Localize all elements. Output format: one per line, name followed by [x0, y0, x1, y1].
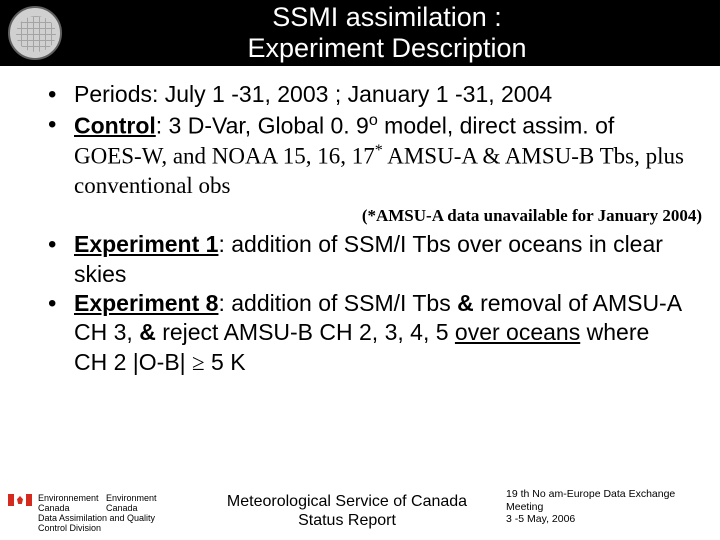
slide-title: SSMI assimilation : Experiment Descripti… — [62, 2, 712, 64]
exp8-text-1: : addition of SSM/I Tbs — [218, 290, 457, 316]
bullet-list-1: Periods: July 1 -31, 2003 ; January 1 -3… — [34, 80, 686, 200]
title-line-2: Experiment Description — [62, 33, 712, 64]
exp8-over: over oceans — [455, 319, 580, 345]
bullet-exp1: Experiment 1: addition of SSM/I Tbs over… — [34, 230, 686, 289]
bullet-list-2: Experiment 1 : addition of SSM/I Tbs over… — [34, 230, 686, 377]
control-degree: o — [369, 111, 378, 129]
footnote: (*AMSU-A data unavailable for January 20… — [0, 200, 720, 230]
bullet-periods: Periods: July 1 -31, 2003 ; January 1 -3… — [34, 80, 686, 109]
exp8-ge: ≥ — [192, 350, 205, 375]
exp8-text-3: reject AMSU-B CH 2, 3, 4, 5 — [156, 319, 455, 345]
bullet-exp8: Experiment 8: addition of SSM/I Tbs & re… — [34, 289, 686, 377]
exp8-amp-2: & — [139, 319, 156, 345]
canada-flag-icon — [8, 494, 32, 506]
footer-center: Meteorological Service of Canada Status … — [188, 493, 506, 534]
control-text-1: : 3 D-Var, Global 0. 9 — [156, 112, 369, 138]
control-star: * — [375, 142, 383, 159]
control-label: Control — [74, 112, 156, 138]
org-line-4: Control Division — [38, 524, 178, 534]
title-line-1: SSMI assimilation : — [62, 2, 712, 33]
content-block-2: Experiment 1 : addition of SSM/I Tbs over… — [0, 230, 720, 377]
content-block-1: Periods: July 1 -31, 2003 ; January 1 -3… — [0, 66, 720, 200]
globe-icon — [8, 6, 62, 60]
exp1-label: Experiment 1 — [74, 231, 218, 257]
title-bar: SSMI assimilation : Experiment Descripti… — [0, 0, 720, 66]
periods-text: : July 1 -31, 2003 ; January 1 -31, 2004 — [152, 81, 552, 107]
footer-center-2: Status Report — [188, 512, 506, 530]
footer-right-2: 3 -5 May, 2006 — [506, 513, 712, 526]
bullet-control: Control: 3 D-Var, Global 0. 9o model, di… — [34, 110, 686, 201]
exp8-label: Experiment 8 — [74, 290, 218, 316]
periods-label: Periods — [74, 81, 152, 107]
exp8-text-5: 5 K — [205, 349, 246, 375]
footer: Environnement Environment Canada Canada … — [0, 488, 720, 534]
control-text-2: model, direct assim. of — [378, 112, 614, 138]
footer-right-1: 19 th No am-Europe Data Exchange Meeting — [506, 488, 712, 513]
footer-right: 19 th No am-Europe Data Exchange Meeting… — [506, 488, 712, 534]
footer-center-1: Meteorological Service of Canada — [188, 493, 506, 511]
exp8-amp-1: & — [457, 290, 474, 316]
org-block: Environnement Environment Canada Canada … — [38, 494, 188, 534]
control-goes: GOES-W, and NOAA 15, 16, 17 — [74, 143, 375, 168]
